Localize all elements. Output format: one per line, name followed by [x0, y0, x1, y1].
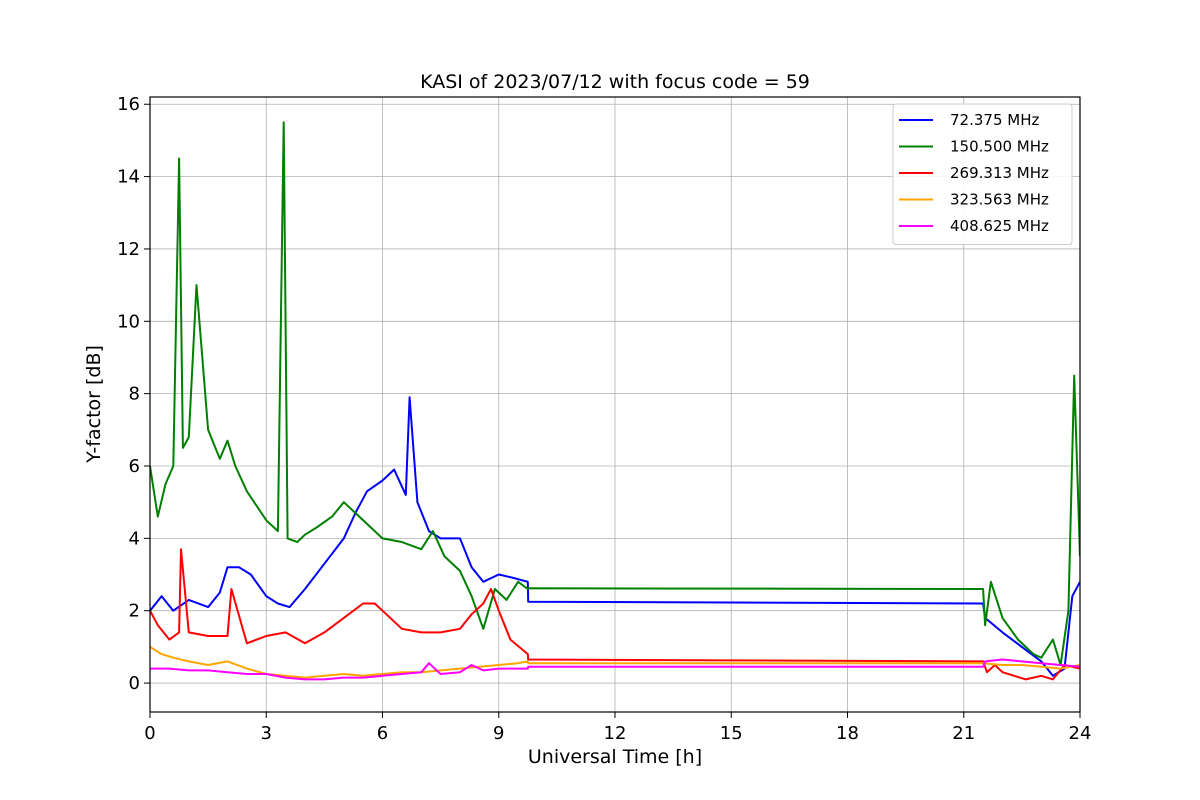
y-tick-label: 6: [129, 456, 140, 477]
x-tick-label: 18: [836, 723, 859, 744]
grid: [149, 97, 1081, 712]
x-tick-label: 15: [720, 723, 743, 744]
series-line-2: [150, 548, 1080, 681]
x-axis-label: Universal Time [h]: [528, 746, 702, 768]
series-line-0: [150, 396, 1080, 677]
y-tick-label: 0: [129, 673, 140, 694]
y-tick-label: 4: [129, 528, 140, 549]
y-tick-label: 16: [117, 94, 140, 115]
y-axis-label: Y-factor [dB]: [83, 345, 105, 464]
legend-label: 150.500 MHz: [950, 138, 1049, 156]
x-tick-label: 6: [377, 723, 388, 744]
legend: 72.375 MHz 150.500 MHz 269.313 MHz 323.563 …: [892, 103, 1073, 245]
legend-label: 72.375 MHz: [950, 111, 1039, 129]
y-tick-label: 12: [117, 239, 140, 260]
y-tick-label: 14: [117, 167, 140, 188]
x-tick-label: 3: [261, 723, 272, 744]
y-tick-label: 10: [117, 311, 140, 332]
series-line-3: [150, 646, 1080, 679]
series-line-4: [150, 658, 1080, 681]
legend-label: 323.563 MHz: [950, 191, 1049, 209]
x-tick-label: 0: [144, 723, 155, 744]
x-tick-label: 24: [1069, 723, 1092, 744]
series-line-1: [150, 121, 1080, 666]
x-tick-label: 9: [493, 723, 504, 744]
y-tick-label: 8: [129, 384, 140, 405]
x-tick-label: 12: [604, 723, 627, 744]
legend-label: 269.313 MHz: [950, 164, 1049, 182]
chart-title: KASI of 2023/07/12 with focus code = 59: [420, 71, 810, 93]
x-tick-label: 21: [952, 723, 975, 744]
y-tick-label: 2: [129, 601, 140, 622]
plot-series: [150, 121, 1080, 681]
legend-box: [892, 103, 1073, 245]
legend-label: 408.625 MHz: [950, 217, 1049, 235]
